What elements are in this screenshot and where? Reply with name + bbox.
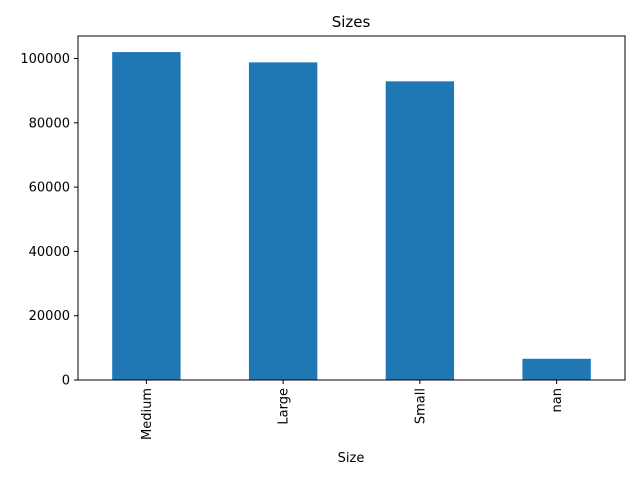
x-axis: Medium Large Small nan — [140, 380, 565, 440]
plot-area: 0 20000 40000 60000 80000 100000 Medium Large S… — [20, 35, 626, 440]
y-tick-label: 80000 — [29, 116, 70, 131]
y-axis: 0 20000 40000 60000 80000 100000 — [20, 52, 78, 389]
bar-large — [248, 62, 318, 381]
x-tick-label: Small — [413, 388, 428, 424]
x-tick-label: Medium — [140, 388, 155, 440]
bars-layer — [112, 52, 591, 381]
bar-medium — [112, 52, 181, 380]
y-tick-label: 60000 — [29, 181, 70, 196]
y-tick-label: 100000 — [20, 52, 70, 67]
plot-frame — [77, 35, 626, 381]
bar-small — [385, 81, 455, 380]
bar-nan — [522, 358, 591, 380]
chart-title: Sizes — [332, 13, 371, 31]
y-tick-label: 20000 — [29, 309, 70, 324]
x-tick-label: nan — [550, 388, 565, 412]
y-tick-label: 40000 — [29, 245, 70, 260]
x-tick-label: Large — [277, 388, 292, 425]
y-tick-label: 0 — [62, 374, 70, 389]
x-axis-title: Size — [338, 451, 365, 466]
